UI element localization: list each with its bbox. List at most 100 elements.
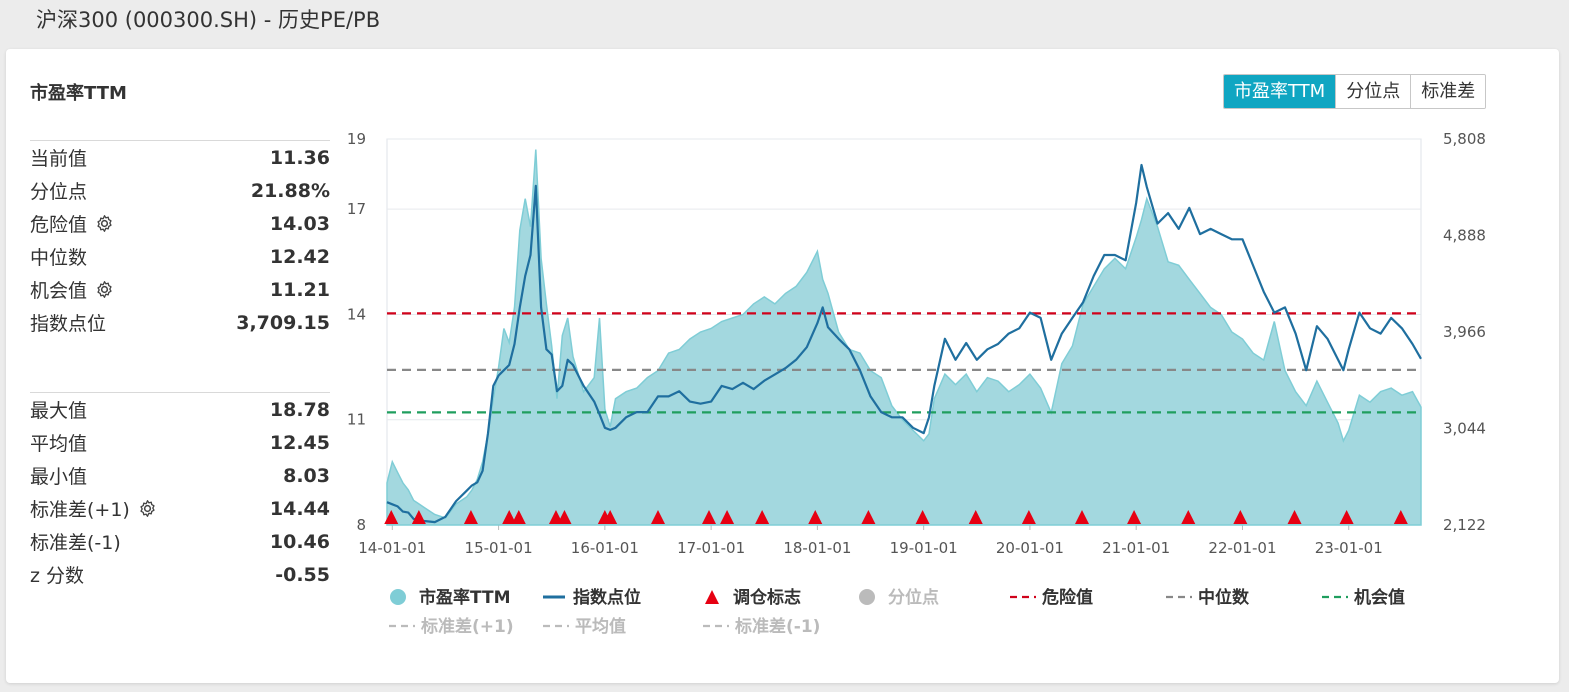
legend-label[interactable]: 危险值 xyxy=(1041,587,1093,608)
history-stat-row: 最小值 8.03 xyxy=(30,459,330,492)
stat-label: 当前值 xyxy=(30,148,88,170)
pe-chart: 8 11 14 17 19 2,122 3,044 3,966 4,888 5,808 14-01-… xyxy=(347,130,1486,637)
history-stat-row: z 分数 -0.55 xyxy=(30,558,330,591)
x-tick-label: 19-01-01 xyxy=(890,539,958,557)
pe-area-series xyxy=(386,149,1422,526)
rebalance-marker xyxy=(1339,510,1354,524)
legend-label[interactable]: 平均值 xyxy=(575,616,626,637)
x-tick-label: 23-01-01 xyxy=(1315,539,1383,557)
stat-label-wrap: 分位点 xyxy=(30,177,87,204)
tab-std-dev[interactable]: 标准差 xyxy=(1410,75,1486,108)
legend-label[interactable]: 标准差(+1) xyxy=(421,616,514,637)
x-tick-label: 22-01-01 xyxy=(1208,539,1276,557)
stat-row: 指数点位 3,709.15 xyxy=(30,306,330,339)
x-tick-label: 18-01-01 xyxy=(783,539,851,557)
y-left-tick-label: 8 xyxy=(356,516,366,534)
x-tick-label: 21-01-01 xyxy=(1102,539,1170,557)
history-stat-label: 最大值 xyxy=(30,400,88,422)
pe-card: 市盈率TTM 市盈率TTM 分位点 标准差 当前值 11.36 分位点 21.88% 危… xyxy=(6,49,1559,683)
y-right-tick-label: 4,888 xyxy=(1443,226,1486,244)
history-stat-row: 平均值 12.45 xyxy=(30,426,330,459)
history-stat-row: 最大值 18.78 xyxy=(30,393,330,426)
rebalance-marker xyxy=(1127,510,1142,524)
history-stat-row: 标准差(-1) 10.46 xyxy=(30,525,330,558)
rebalance-marker xyxy=(557,510,572,524)
rebalance-marker xyxy=(1287,510,1302,524)
stat-label-wrap: 当前值 xyxy=(30,144,87,171)
history-stat-label-wrap: 平均值 xyxy=(30,429,87,456)
stat-row: 分位点 21.88% xyxy=(30,174,330,207)
rebalance-marker xyxy=(603,510,618,524)
rebalance-marker xyxy=(720,510,735,524)
history-stat-value: 18.78 xyxy=(269,398,330,421)
stat-value: 11.36 xyxy=(269,146,330,169)
legend-label[interactable]: 市盈率TTM xyxy=(419,587,511,608)
y-right-tick-label: 3,044 xyxy=(1443,419,1486,437)
rebalance-marker xyxy=(1181,510,1196,524)
stat-label-wrap: 中位数 xyxy=(30,243,87,270)
history-stat-label: 标准差(+1) xyxy=(30,499,130,521)
history-stat-label: z 分数 xyxy=(30,565,85,587)
history-stat-value: 12.45 xyxy=(269,431,330,454)
rebalance-marker xyxy=(701,510,716,524)
rebalance-marker xyxy=(1393,510,1408,524)
legend-label[interactable]: 分位点 xyxy=(888,587,939,608)
stat-label-wrap: 指数点位 xyxy=(30,309,106,336)
rebalance-marker xyxy=(411,510,426,524)
rebalance-marker xyxy=(511,510,526,524)
stat-value: 12.42 xyxy=(269,245,330,268)
stats-history: 最大值 18.78 平均值 12.45 最小值 8.03 标准差(+1) 14.44 标准差(-… xyxy=(30,392,330,591)
card-title: 市盈率TTM xyxy=(30,83,127,104)
history-stat-value: 8.03 xyxy=(283,464,330,487)
history-stat-label: 平均值 xyxy=(30,433,88,455)
tab-percentile[interactable]: 分位点 xyxy=(1335,75,1411,108)
legend-label[interactable]: 中位数 xyxy=(1198,587,1250,608)
stat-label: 危险值 xyxy=(30,214,88,236)
rebalance-marker xyxy=(384,510,399,524)
gear-icon[interactable] xyxy=(95,214,114,233)
rebalance-marker xyxy=(915,510,930,524)
stat-label: 分位点 xyxy=(30,181,88,203)
stat-label: 机会值 xyxy=(30,280,88,302)
stat-label-wrap: 危险值 xyxy=(30,210,114,237)
stat-row: 危险值 14.03 xyxy=(30,207,330,240)
legend-label[interactable]: 调仓标志 xyxy=(733,587,801,608)
metric-tabs: 市盈率TTM 分位点 标准差 xyxy=(1223,74,1487,109)
gear-icon[interactable] xyxy=(95,280,114,299)
stats-current: 当前值 11.36 分位点 21.88% 危险值 14.03 中位数 12.42 机会值 11.2… xyxy=(30,140,330,339)
rebalance-marker xyxy=(1233,510,1248,524)
page-title: 沪深300 (000300.SH) - 历史PE/PB xyxy=(36,8,381,32)
x-tick-label: 15-01-01 xyxy=(465,539,533,557)
y-right-tick-label: 3,966 xyxy=(1443,323,1486,341)
history-stat-label-wrap: 最大值 xyxy=(30,396,87,423)
stat-label-wrap: 机会值 xyxy=(30,276,114,303)
legend-swatch-triangle xyxy=(705,590,719,604)
rebalance-marker xyxy=(463,510,478,524)
y-right-tick-label: 2,122 xyxy=(1443,516,1486,534)
rebalance-marker xyxy=(808,510,823,524)
legend-swatch-circle xyxy=(859,589,875,605)
history-stat-label-wrap: 最小值 xyxy=(30,462,87,489)
y-left-tick-label: 19 xyxy=(347,130,366,148)
history-stat-row: 标准差(+1) 14.44 xyxy=(30,492,330,525)
history-stat-value: 10.46 xyxy=(269,530,330,553)
legend-label[interactable]: 指数点位 xyxy=(573,587,641,608)
history-stat-value: -0.55 xyxy=(275,563,330,586)
rebalance-marker xyxy=(650,510,665,524)
stat-row: 机会值 11.21 xyxy=(30,273,330,306)
x-tick-label: 20-01-01 xyxy=(996,539,1064,557)
index-line-series xyxy=(386,163,1422,524)
history-stat-label-wrap: z 分数 xyxy=(30,561,84,588)
legend-label[interactable]: 标准差(-1) xyxy=(735,616,820,637)
x-tick-label: 16-01-01 xyxy=(571,539,639,557)
y-left-tick-label: 14 xyxy=(347,305,366,323)
rebalance-marker xyxy=(755,510,770,524)
tab-pe-ttm[interactable]: 市盈率TTM xyxy=(1224,75,1336,108)
stat-value: 14.03 xyxy=(269,212,330,235)
legend-label[interactable]: 机会值 xyxy=(1354,587,1405,608)
rebalance-marker xyxy=(502,510,517,524)
stat-value: 3,709.15 xyxy=(236,311,330,334)
gear-icon[interactable] xyxy=(138,499,157,518)
stat-row: 中位数 12.42 xyxy=(30,240,330,273)
stat-label: 指数点位 xyxy=(30,313,107,335)
